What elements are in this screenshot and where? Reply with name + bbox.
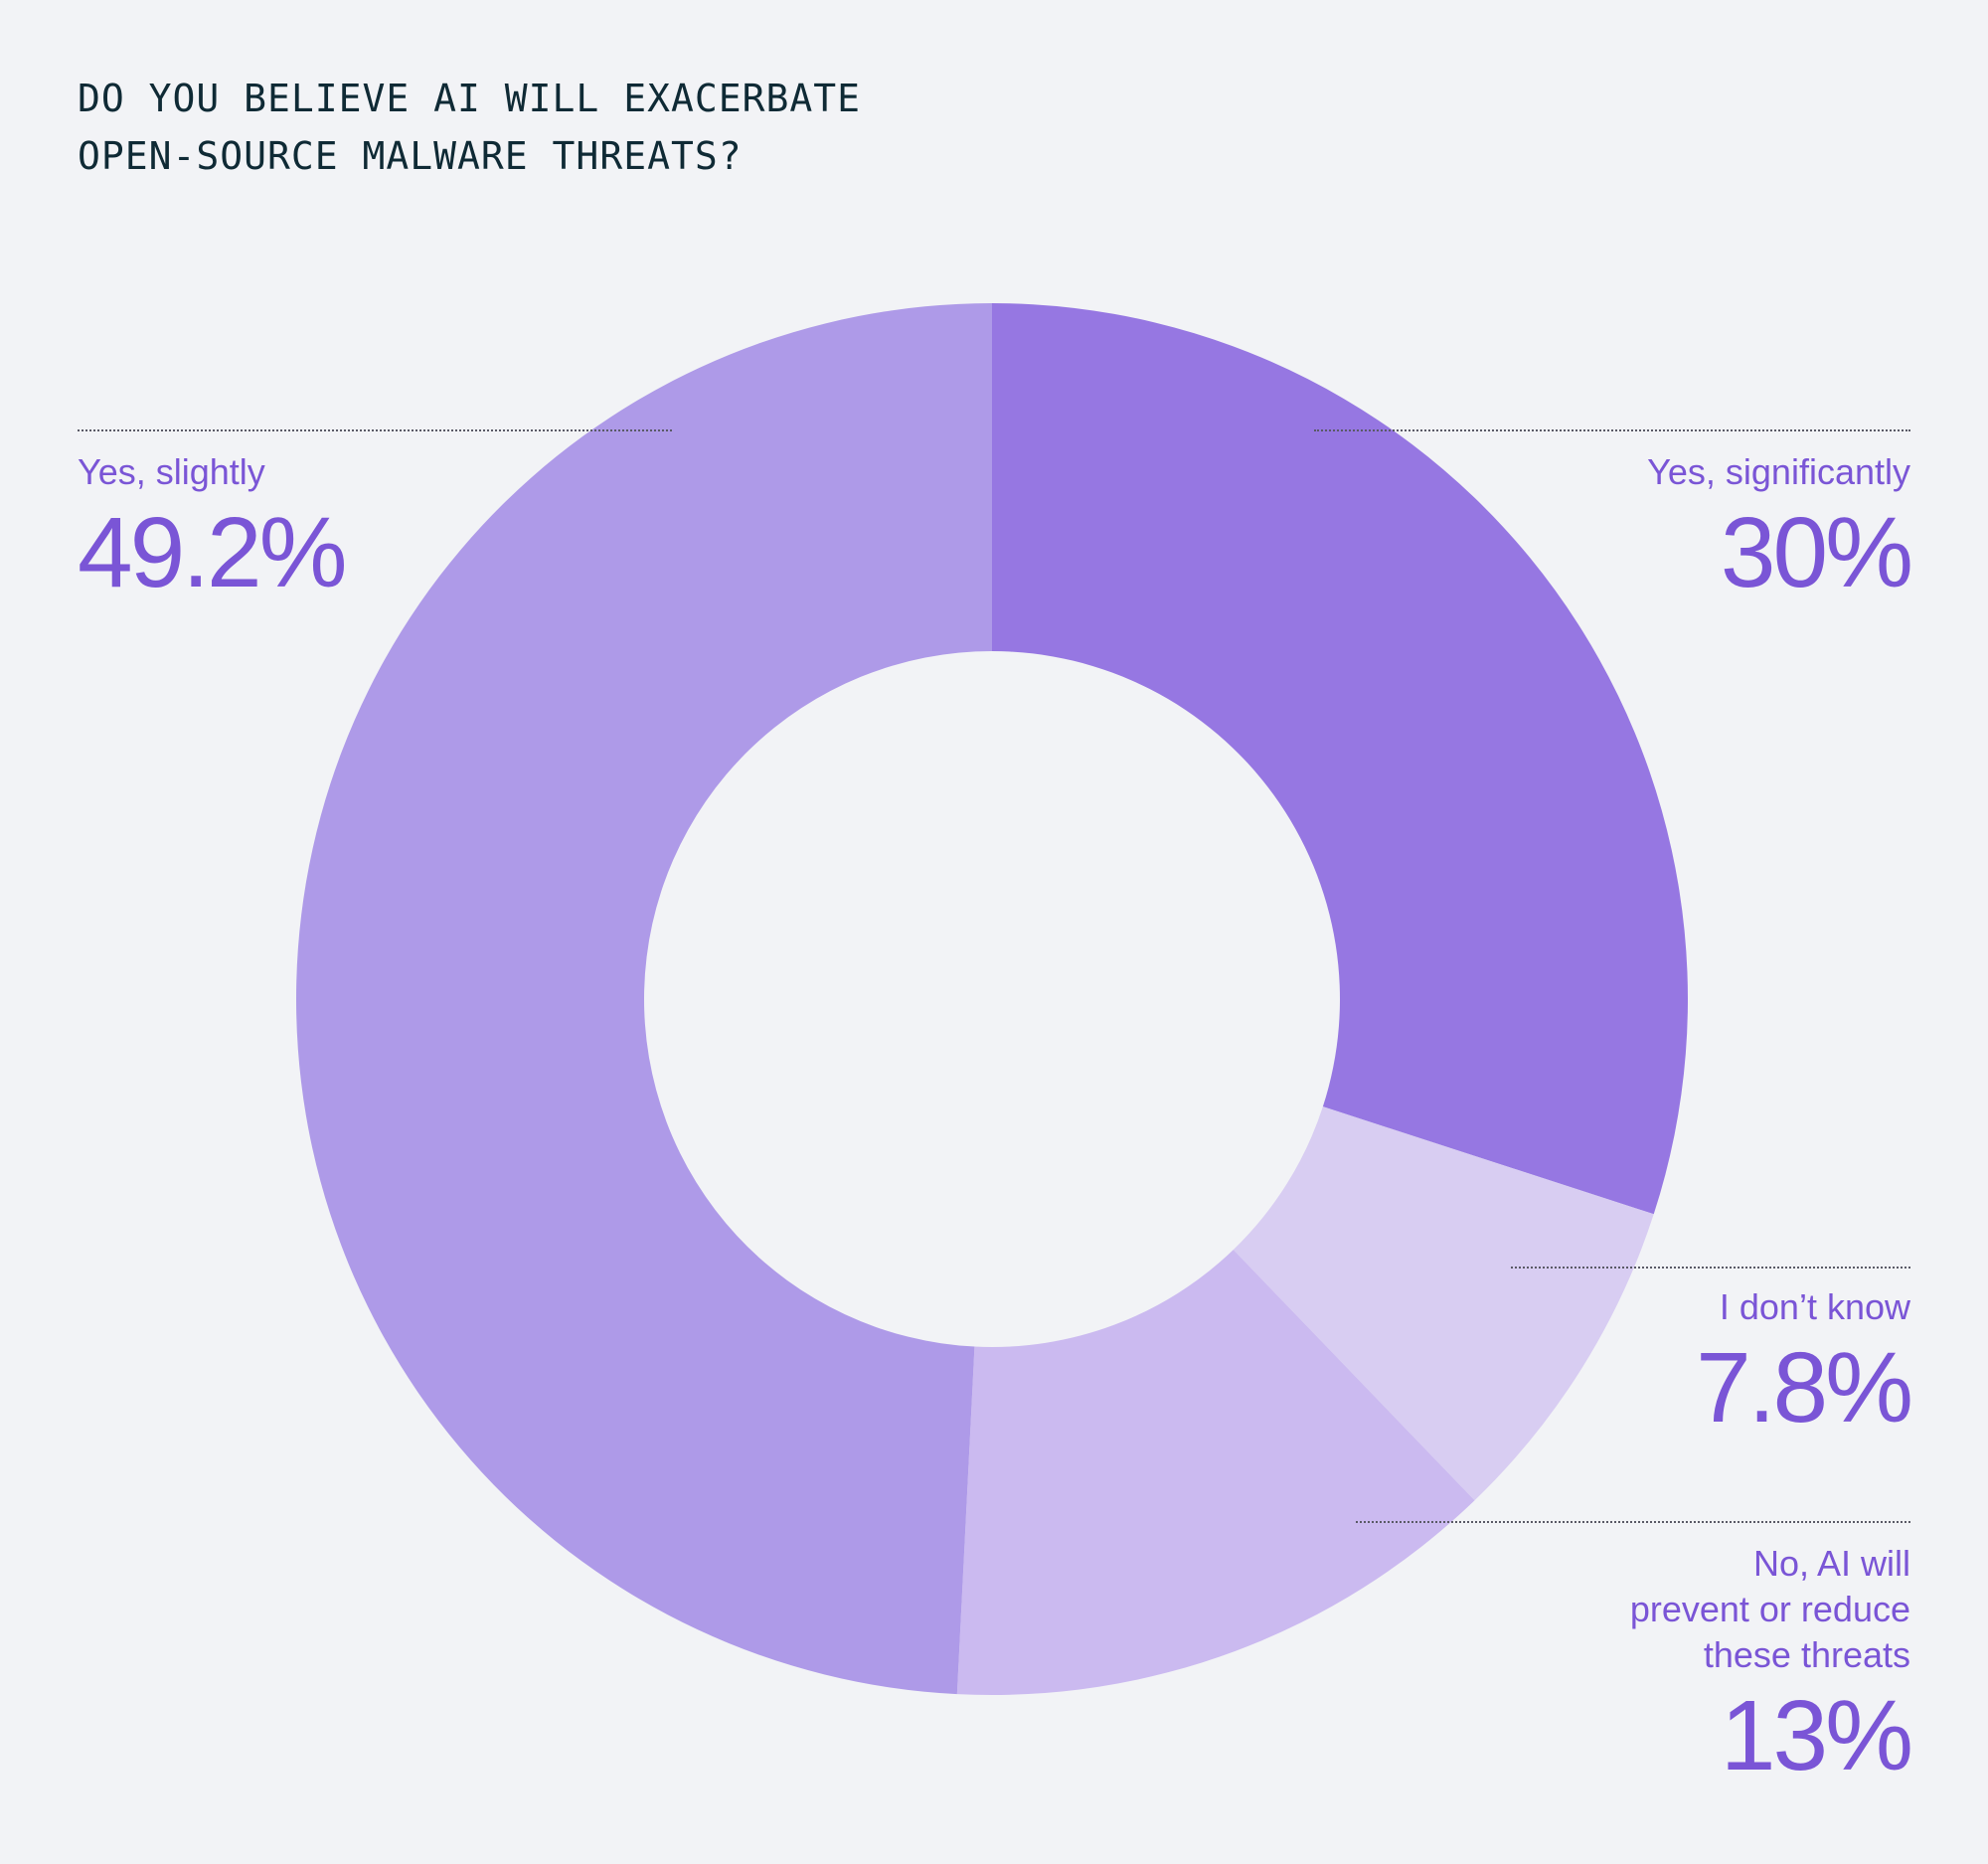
callout-no: No, AI will prevent or reduce these thre… bbox=[1630, 1541, 1913, 1791]
callout-label-no-line-1: No, AI will bbox=[1752, 1543, 1910, 1584]
slice-no-ai-will-prevent-or-reduce-these-threats bbox=[956, 1250, 1475, 1695]
leader-rule-slightly bbox=[78, 429, 672, 431]
callout-yes-slightly: Yes, slightly 49.2% bbox=[78, 449, 348, 608]
chart-title-line-1: DO YOU BELIEVE AI WILL EXACERBATE bbox=[78, 77, 861, 120]
callout-value-yes-slightly: 49.2% bbox=[78, 497, 348, 608]
chart-title: DO YOU BELIEVE AI WILL EXACERBATE OPEN-S… bbox=[78, 70, 861, 185]
leader-rule-no bbox=[1356, 1521, 1910, 1523]
callout-value-no: 13% bbox=[1720, 1680, 1913, 1791]
callout-label-no-line-3: these threats bbox=[1703, 1634, 1910, 1675]
callout-label-yes-slightly: Yes, slightly bbox=[78, 451, 265, 492]
slice-yes-slightly bbox=[296, 303, 992, 1695]
callout-value-yes-significantly: 30% bbox=[1720, 497, 1913, 608]
leader-rule-significantly bbox=[1314, 429, 1910, 431]
callout-label-no-line-2: prevent or reduce bbox=[1629, 1589, 1910, 1629]
chart-title-line-2: OPEN-SOURCE MALWARE THREATS? bbox=[78, 134, 743, 178]
callout-label-dont-know: I don’t know bbox=[1719, 1286, 1910, 1327]
callout-label-no: No, AI will prevent or reduce these thre… bbox=[1630, 1541, 1910, 1678]
callout-yes-significantly: Yes, significantly 30% bbox=[1647, 449, 1913, 608]
slice-i-don-t-know bbox=[1233, 1106, 1654, 1501]
slice-yes-significantly bbox=[992, 303, 1689, 1215]
callout-label-yes-significantly: Yes, significantly bbox=[1647, 451, 1910, 492]
callout-dont-know: I don’t know 7.8% bbox=[1696, 1284, 1913, 1443]
callout-value-dont-know: 7.8% bbox=[1696, 1332, 1913, 1443]
leader-rule-dontknow bbox=[1511, 1267, 1910, 1269]
